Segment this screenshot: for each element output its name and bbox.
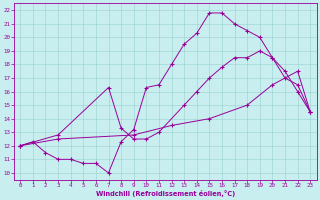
X-axis label: Windchill (Refroidissement éolien,°C): Windchill (Refroidissement éolien,°C)	[96, 190, 235, 197]
